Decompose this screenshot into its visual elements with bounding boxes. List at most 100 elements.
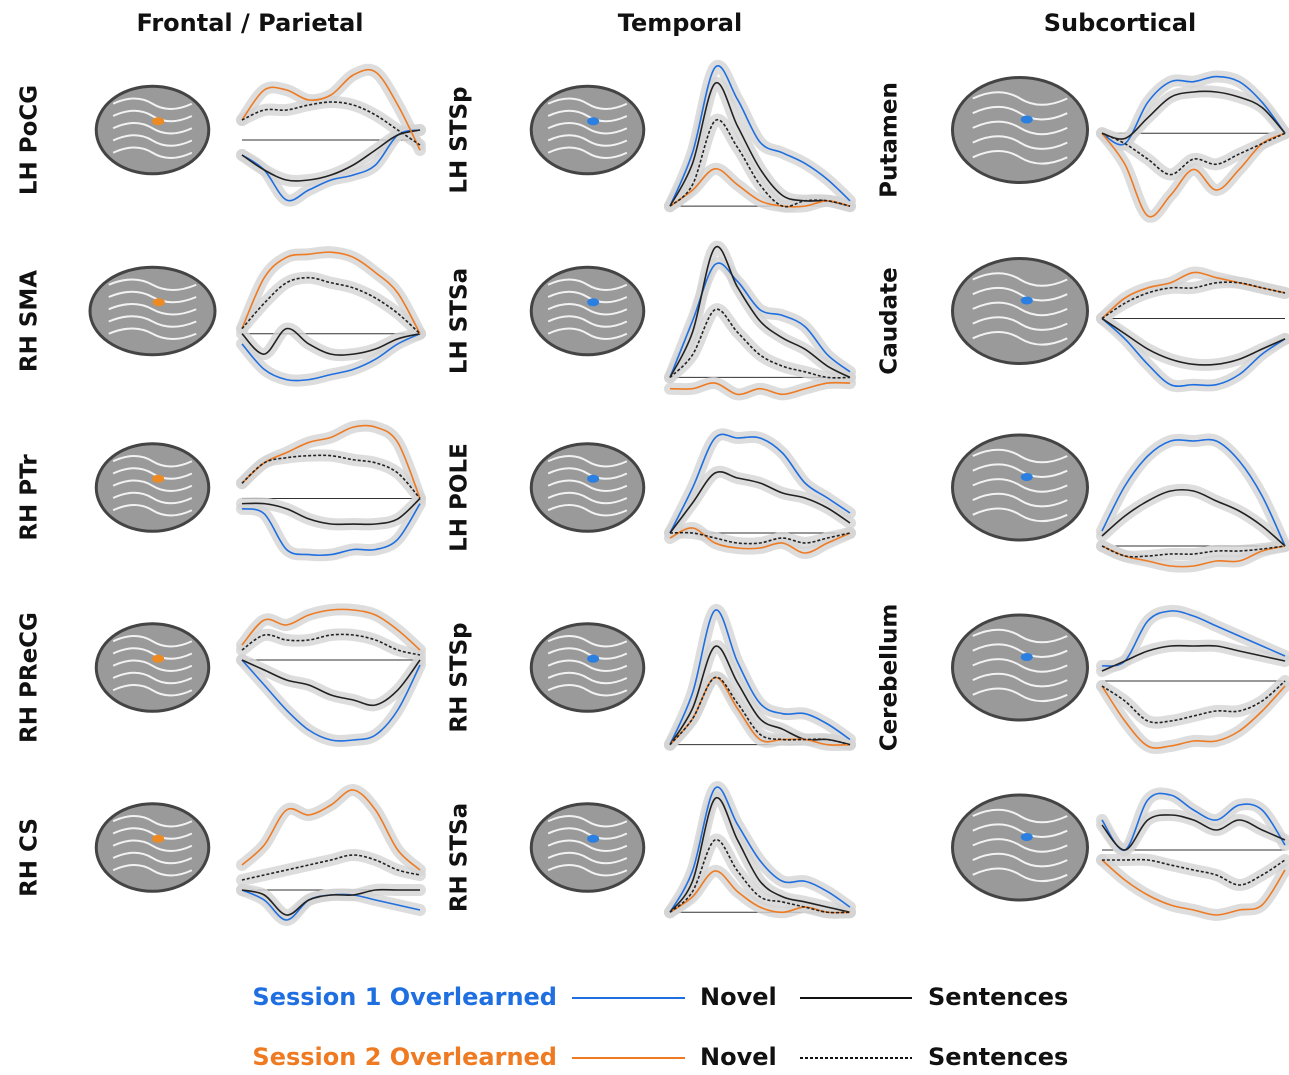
series-line [1101,317,1286,366]
activation-blob [1020,473,1033,481]
activation-blob [587,834,600,843]
brain-sulcus [972,672,1068,688]
series-line [241,454,421,500]
brain-sulcus [547,303,628,316]
panel-label: Cerebellum [877,604,903,752]
series-line [241,129,421,182]
brain-sulcus [547,290,628,304]
series-line [241,327,421,356]
brain-sulcus [112,851,193,865]
confidence-band [236,449,426,505]
series-line [669,797,851,914]
brain-sulcus [112,659,193,672]
brain-sulcus [972,808,1068,824]
series-line [241,251,421,335]
brain-sulcus [112,864,193,877]
activation-blob [152,834,165,843]
series-line [669,245,851,379]
brain-sulcus [547,815,628,828]
brain-sulcus [547,97,628,110]
panel-label: RH STSp [447,622,473,732]
brain-sulcus [547,827,628,840]
activation-blob [152,298,165,307]
series-line [1101,680,1286,724]
series-line [1101,545,1286,568]
confidence-band [236,628,426,661]
brain-sulcus [108,327,197,340]
brain-image [529,84,646,176]
brain-sulcus [112,671,193,685]
brain-sulcus [972,91,1068,106]
activation-blob [152,474,165,483]
brain-sulcus [972,316,1068,331]
series-line [1101,610,1286,667]
panel-label: LH STSp [447,86,473,193]
brain-sulcus [547,278,628,291]
brain-sulcus [547,134,628,147]
activation-blob [1020,115,1033,124]
panel-label: LH STSa [447,268,473,374]
brain-sulcus [547,109,628,123]
brain-image [94,622,211,713]
series-line [241,888,420,916]
brain-sulcus [972,658,1068,673]
series-line [241,659,421,742]
series-line [241,276,421,335]
panel-label: RH PTr [17,454,43,541]
brain-image [529,265,646,357]
brain-sulcus [112,146,193,159]
panel-label: LH PoCG [17,85,43,195]
brain-sulcus [547,635,628,648]
brain-sulcus [547,315,628,328]
brain-sulcus [547,455,628,468]
activation-blob [587,117,600,126]
series-line [669,786,851,913]
series-line [1102,858,1286,886]
brain-image [951,793,1089,902]
brain-image [529,622,646,713]
brain-sulcus [112,504,193,517]
series-line [669,527,851,554]
brain-sulcus [112,467,193,480]
series-line [669,262,851,378]
panel-label: RH CS [17,818,43,897]
series-line [669,870,851,914]
panel-label: RH STSa [447,803,473,912]
series-line [1101,814,1286,851]
brain-sulcus [547,491,628,505]
brain-sulcus [972,823,1068,838]
brain-sulcus [972,272,1068,287]
brain-sulcus [108,303,197,316]
brain-image [951,613,1089,722]
brain-sulcus [972,492,1068,508]
legend-session: Session 1 Overlearned [252,983,557,1011]
confidence-band [1096,85,1289,145]
series-line [669,433,851,534]
brain-sulcus [547,479,628,492]
brain-sulcus [972,331,1068,346]
series-line [241,659,421,707]
brain-image [94,442,211,533]
series-line [241,497,421,526]
brain-sulcus [112,479,193,492]
series-line [241,333,421,382]
series-line [1101,271,1286,320]
brain-sulcus [112,647,193,660]
series-line [241,789,421,871]
series-line [669,676,851,746]
brain-sulcus [112,134,193,147]
series-line [241,424,421,499]
brain-sulcus [972,448,1068,464]
brain-sulcus [112,815,193,828]
series-line [1101,792,1286,851]
brain-sulcus [112,635,193,648]
legend-sentences: Sentences [928,1043,1068,1071]
brain-image [88,265,217,357]
series-line [241,101,421,146]
series-line [1101,90,1286,140]
series-line [241,503,421,557]
series-line [241,854,421,881]
brain-sulcus [972,463,1068,478]
brain-sulcus [972,120,1068,136]
series-line [1101,859,1286,916]
